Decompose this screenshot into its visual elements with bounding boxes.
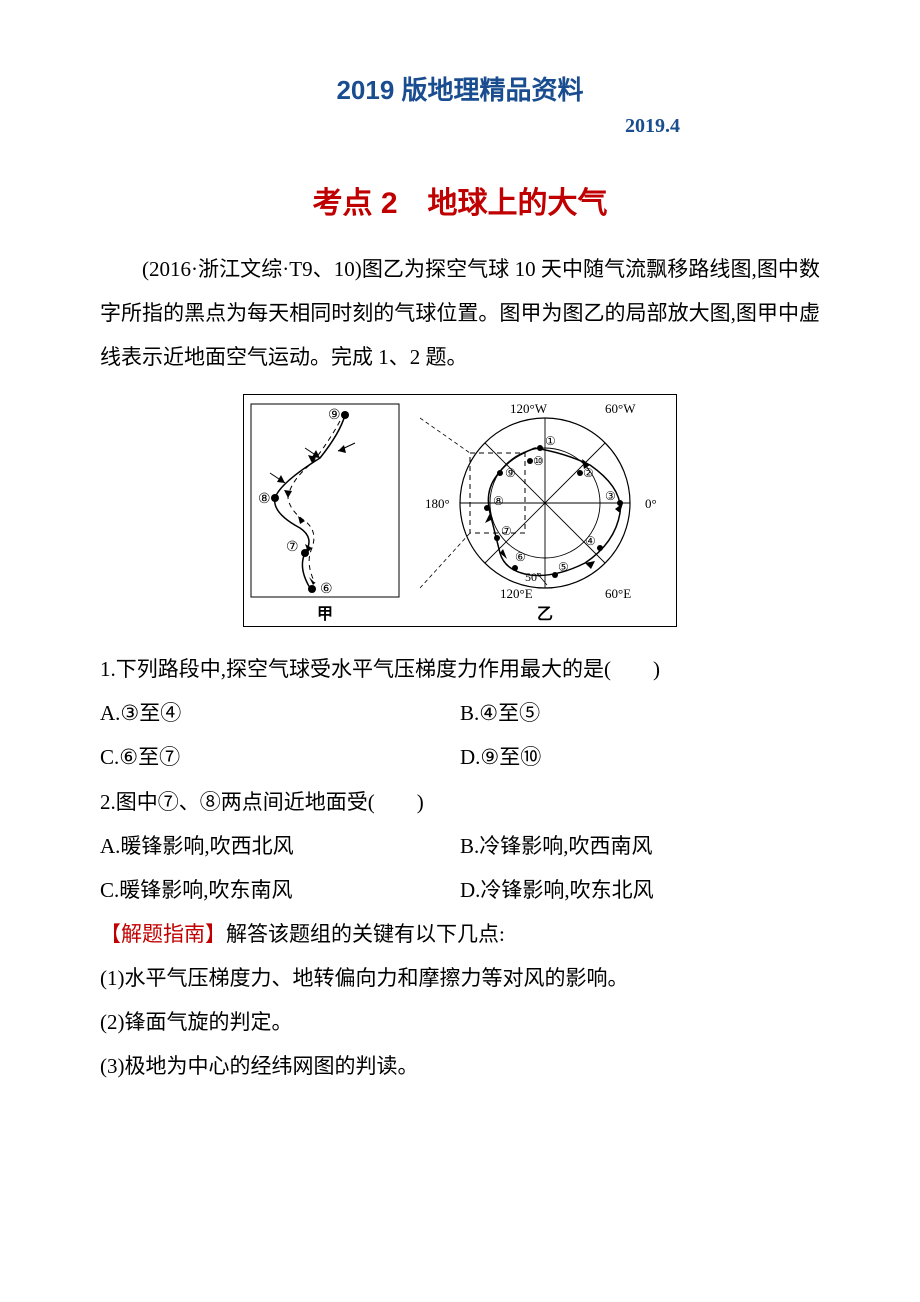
yi-marker-2: ②: [583, 466, 594, 480]
q2-opt-c: C.暖锋影响,吹东南风: [100, 868, 460, 912]
yi-lon-60e: 60°E: [605, 586, 631, 598]
yi-marker-7: ⑦: [501, 524, 512, 538]
subfig-yi-label: 乙: [537, 600, 553, 624]
guide-p2: (2)锋面气旋的判定。: [100, 1000, 820, 1044]
yi-marker-9: ⑨: [505, 466, 516, 480]
yi-lon-0: 0°: [645, 496, 657, 511]
q2-opt-a: A.暖锋影响,吹西北风: [100, 824, 460, 868]
intro-paragraph: (2016·浙江文综·T9、10)图乙为探空气球 10 天中随气流飘移路线图,图…: [100, 247, 820, 379]
guide-label: 【解题指南】: [100, 922, 226, 946]
marker-7-label: ⑦: [286, 540, 299, 555]
yi-marker-8: ⑧: [493, 494, 504, 508]
yi-marker-3: ③: [605, 489, 616, 503]
q2-opt-b: B.冷锋影响,吹西南风: [460, 824, 820, 868]
figure-container: ⑨ ⑧ ⑦ ⑥ 甲: [100, 394, 820, 627]
guide-text: 解答该题组的关键有以下几点:: [226, 922, 505, 946]
guide-line: 【解题指南】解答该题组的关键有以下几点:: [100, 912, 820, 956]
q1-opt-b: B.④至⑤: [460, 691, 820, 735]
yi-lon-60w: 60°W: [605, 403, 636, 416]
q1-opt-d: D.⑨至⑩: [460, 735, 820, 779]
q1-opt-c: C.⑥至⑦: [100, 735, 460, 779]
yi-lon-180: 180°: [425, 496, 450, 511]
header-date: 2019.4: [100, 115, 820, 138]
marker-9-label: ⑨: [328, 408, 341, 423]
marker-6-label: ⑥: [320, 582, 333, 597]
guide-p1: (1)水平气压梯度力、地转偏向力和摩擦力等对风的影响。: [100, 956, 820, 1000]
yi-lat-50: 50°: [525, 570, 542, 584]
q2-opt-d: D.冷锋影响,吹东北风: [460, 868, 820, 912]
q2-row2: C.暖锋影响,吹东南风 D.冷锋影响,吹东北风: [100, 868, 820, 912]
diagram-jia: ⑨ ⑧ ⑦ ⑥: [250, 403, 400, 598]
yi-marker-1: ①: [545, 434, 556, 448]
q2-row1: A.暖锋影响,吹西北风 B.冷锋影响,吹西南风: [100, 824, 820, 868]
diagram-yi: ① ② ③ ④ ⑤ ⑥ ⑦ ⑧: [420, 403, 670, 598]
q2-stem: 2.图中⑦、⑧两点间近地面受( ): [100, 780, 820, 824]
yi-lon-120e: 120°E: [500, 586, 533, 598]
q1-stem: 1.下列路段中,探空气球受水平气压梯度力作用最大的是( ): [100, 647, 820, 691]
subfigure-jia: ⑨ ⑧ ⑦ ⑥ 甲: [250, 403, 400, 624]
q1-opt-a: A.③至④: [100, 691, 460, 735]
yi-marker-10: ⑩: [533, 454, 544, 468]
main-title: 考点 2 地球上的大气: [100, 178, 820, 222]
yi-marker-5: ⑤: [558, 560, 569, 574]
header-title: 2019 版地理精品资料: [100, 70, 820, 107]
guide-p3: (3)极地为中心的经纬网图的判读。: [100, 1044, 820, 1088]
figure-border: ⑨ ⑧ ⑦ ⑥ 甲: [243, 394, 677, 627]
subfigure-yi: ① ② ③ ④ ⑤ ⑥ ⑦ ⑧: [420, 403, 670, 624]
q1-row2: C.⑥至⑦ D.⑨至⑩: [100, 735, 820, 779]
q1-row1: A.③至④ B.④至⑤: [100, 691, 820, 735]
subfig-jia-label: 甲: [317, 600, 333, 624]
marker-8-label: ⑧: [258, 492, 271, 507]
yi-marker-6: ⑥: [515, 550, 526, 564]
yi-marker-4: ④: [585, 534, 596, 548]
yi-lon-120w: 120°W: [510, 403, 548, 416]
